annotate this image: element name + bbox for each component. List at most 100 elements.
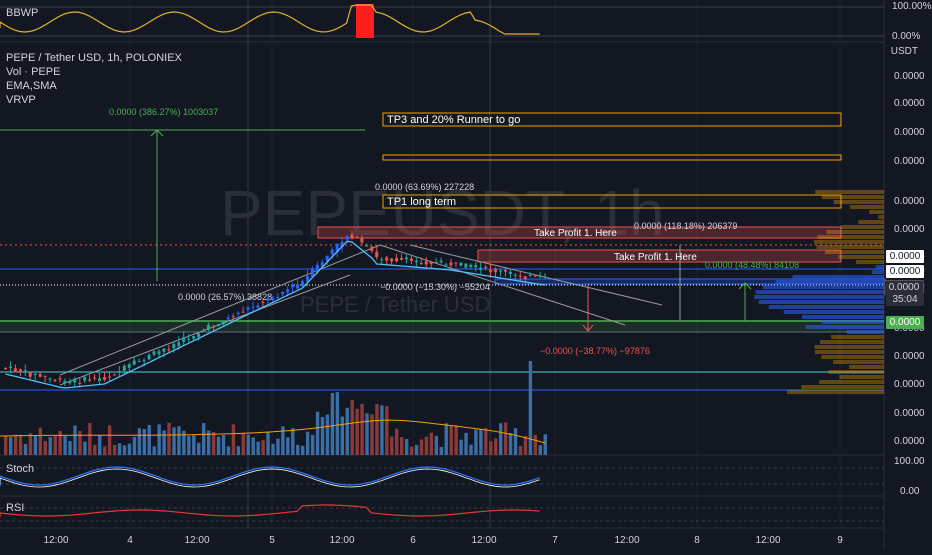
volume-bar	[409, 446, 414, 455]
volume-bar	[167, 422, 171, 455]
volume-bar	[404, 439, 409, 455]
indicator-vrvp[interactable]: VRVP	[6, 94, 36, 106]
candle-body	[112, 374, 116, 376]
volume-bar	[43, 441, 47, 455]
candle-body	[192, 336, 196, 339]
volume-bar	[523, 435, 528, 455]
label-measure-left: 0.0000 (26.57%) 38828	[178, 292, 272, 302]
volume-bar	[276, 438, 280, 455]
volume-bar	[538, 445, 542, 455]
candle-body	[152, 351, 156, 355]
volume-bar	[454, 425, 458, 455]
candle-body	[38, 374, 42, 377]
label-tp3: TP3 and 20% Runner to go	[387, 114, 520, 126]
volume-bar	[479, 429, 483, 455]
volume-bar	[83, 441, 87, 455]
volume-bar	[271, 443, 275, 455]
candle-body	[122, 365, 126, 371]
candle-body	[330, 249, 334, 255]
stoch-tick-bottom: 0.00	[900, 486, 920, 497]
volume-bar	[107, 425, 112, 455]
vrvp-bar	[816, 245, 884, 249]
volume-bar	[157, 424, 161, 455]
volume-bar	[355, 408, 359, 455]
volume-bar	[202, 423, 206, 455]
volume-bar	[137, 428, 142, 455]
candle-body	[13, 368, 17, 373]
vrvp-bar	[819, 380, 884, 384]
volume-bar	[508, 433, 513, 455]
volume-bar	[246, 434, 250, 455]
candle-body	[375, 251, 379, 257]
bbwp-tick-bottom: 0.00%	[892, 31, 920, 42]
trendline-down-2	[409, 244, 663, 306]
volume-bar	[256, 441, 260, 455]
stoch-k-line	[0, 466, 540, 486]
price-tick: 0.0000	[894, 351, 925, 362]
candle-body	[489, 269, 493, 273]
candle-body	[28, 372, 32, 377]
time-tick: 12:00	[43, 535, 68, 546]
volume-bar	[78, 430, 82, 455]
watermark-symbol: PEPEUSDT, 1h	[220, 177, 665, 249]
candle-body	[508, 271, 512, 274]
vrvp-bar	[822, 320, 884, 324]
candle-body	[360, 238, 364, 243]
bbwp-tick-top: 100.00%	[892, 1, 932, 12]
vrvp-bar	[855, 260, 884, 264]
time-tick: 12:00	[184, 535, 209, 546]
candle-body	[414, 260, 418, 262]
volume-bar	[494, 438, 498, 455]
candle-body	[533, 275, 537, 277]
bbwp-line	[0, 4, 540, 35]
price-tick: 0.0000	[894, 156, 925, 167]
candle-body	[216, 324, 220, 326]
candle-body	[350, 234, 354, 239]
vrvp-bar	[849, 205, 884, 209]
volume-bar	[390, 436, 394, 455]
time-tick: 9	[837, 535, 843, 546]
volume-bar	[73, 425, 77, 455]
price-tick: 0.0000	[894, 224, 925, 235]
candle-body	[301, 281, 304, 286]
vrvp-bar	[849, 365, 884, 369]
volume-bar	[122, 445, 127, 455]
candle-body	[315, 264, 319, 271]
volume-bar	[48, 436, 52, 455]
candle-body	[494, 269, 498, 273]
volume-bar	[117, 443, 122, 455]
stoch-tick-top: 100.00	[894, 456, 925, 467]
label-tp1: TP1 long term	[387, 196, 456, 208]
candle-body	[464, 263, 468, 268]
volume-bar	[88, 423, 92, 455]
stoch-label: Stoch	[6, 463, 35, 475]
indicator-volume[interactable]: Vol · PEPE	[6, 66, 61, 78]
time-tick: 12:00	[614, 535, 639, 546]
volume-bar	[370, 414, 374, 455]
candle-body	[528, 274, 532, 276]
volume-bar	[503, 422, 508, 455]
vrvp-bar	[840, 225, 884, 229]
volume-bar	[429, 432, 434, 455]
label-measure-tp-right: 0.0000 (118.18%) 206379	[634, 221, 737, 231]
indicator-ema-sma[interactable]: EMA,SMA	[6, 80, 57, 92]
volume-bar	[13, 434, 18, 455]
volume-bar	[197, 442, 201, 455]
label-measure-mid: 0.0000 (63.69%) 227228	[375, 182, 474, 192]
price-tick: 0.0000	[894, 98, 925, 109]
volume-bar	[320, 416, 325, 455]
vrvp-bar	[821, 195, 884, 199]
vrvp-bar	[831, 335, 884, 339]
time-tick: 12:00	[471, 535, 496, 546]
candle-body	[325, 255, 329, 262]
volume-bar	[112, 444, 117, 455]
price-tag-1: 0.0000	[886, 250, 924, 263]
vrvp-bar	[783, 310, 884, 314]
candle-body	[4, 367, 7, 369]
volume-bar	[162, 430, 166, 455]
candle-body	[424, 261, 428, 265]
volume-bar	[484, 428, 488, 455]
candle-body	[68, 381, 72, 384]
